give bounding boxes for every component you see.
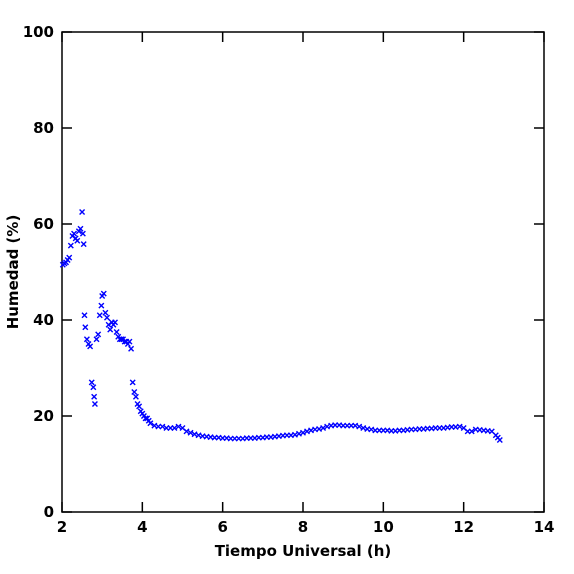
y-tick-label: 60 (33, 215, 54, 233)
x-tick-label: 14 (534, 518, 555, 536)
data-point (88, 379, 95, 386)
data-point (107, 326, 114, 333)
y-tick-label: 0 (44, 503, 54, 521)
data-point (67, 242, 74, 249)
x-tick-label: 6 (217, 518, 227, 536)
x-tick-label: 10 (373, 518, 394, 536)
data-point (80, 241, 87, 248)
data-point (113, 329, 120, 335)
data-point (300, 429, 306, 436)
data-point (100, 290, 107, 297)
data-point (132, 393, 139, 400)
data-point (128, 345, 135, 352)
x-tick-label: 12 (453, 518, 474, 536)
data-point (66, 254, 73, 261)
data-point (136, 403, 143, 410)
data-point (175, 423, 182, 430)
data-point (171, 425, 178, 431)
x-tick-label: 8 (298, 518, 308, 536)
data-point (79, 209, 86, 215)
data-point (81, 312, 88, 319)
data-point (83, 336, 90, 343)
data-point (77, 225, 84, 232)
x-axis-label: Tiempo Universal (h) (215, 542, 392, 560)
data-point (103, 314, 110, 321)
y-axis-label: Humedad (%) (4, 215, 22, 330)
data-point (87, 343, 94, 350)
y-tick-label: 100 (23, 23, 54, 41)
data-point (95, 331, 102, 338)
data-point (147, 420, 154, 427)
data-point (91, 393, 98, 400)
data-point (102, 309, 109, 316)
x-tick-label: 2 (57, 518, 67, 536)
data-point (129, 379, 136, 386)
plot-frame (61, 31, 545, 513)
data-point (126, 338, 133, 345)
data-point (96, 312, 103, 319)
data-point (93, 336, 100, 343)
data-point (356, 423, 363, 430)
y-tick-label: 80 (33, 119, 54, 137)
y-tick-label: 20 (33, 407, 54, 425)
data-point (187, 429, 194, 436)
data-point (320, 425, 327, 431)
data-point (79, 230, 86, 237)
data-point (183, 428, 190, 435)
data-point (159, 423, 166, 430)
data-point (90, 384, 97, 391)
data-point (468, 428, 475, 435)
data-point (131, 389, 138, 395)
data-point (74, 237, 81, 244)
data-point (496, 437, 503, 443)
y-tick-label: 40 (33, 311, 54, 329)
data-point (112, 319, 119, 326)
data-point (91, 401, 98, 407)
data-point (456, 423, 463, 430)
data-point (98, 302, 105, 309)
data-point (71, 230, 78, 237)
data-point (82, 324, 89, 331)
x-tick-label: 4 (137, 518, 147, 536)
